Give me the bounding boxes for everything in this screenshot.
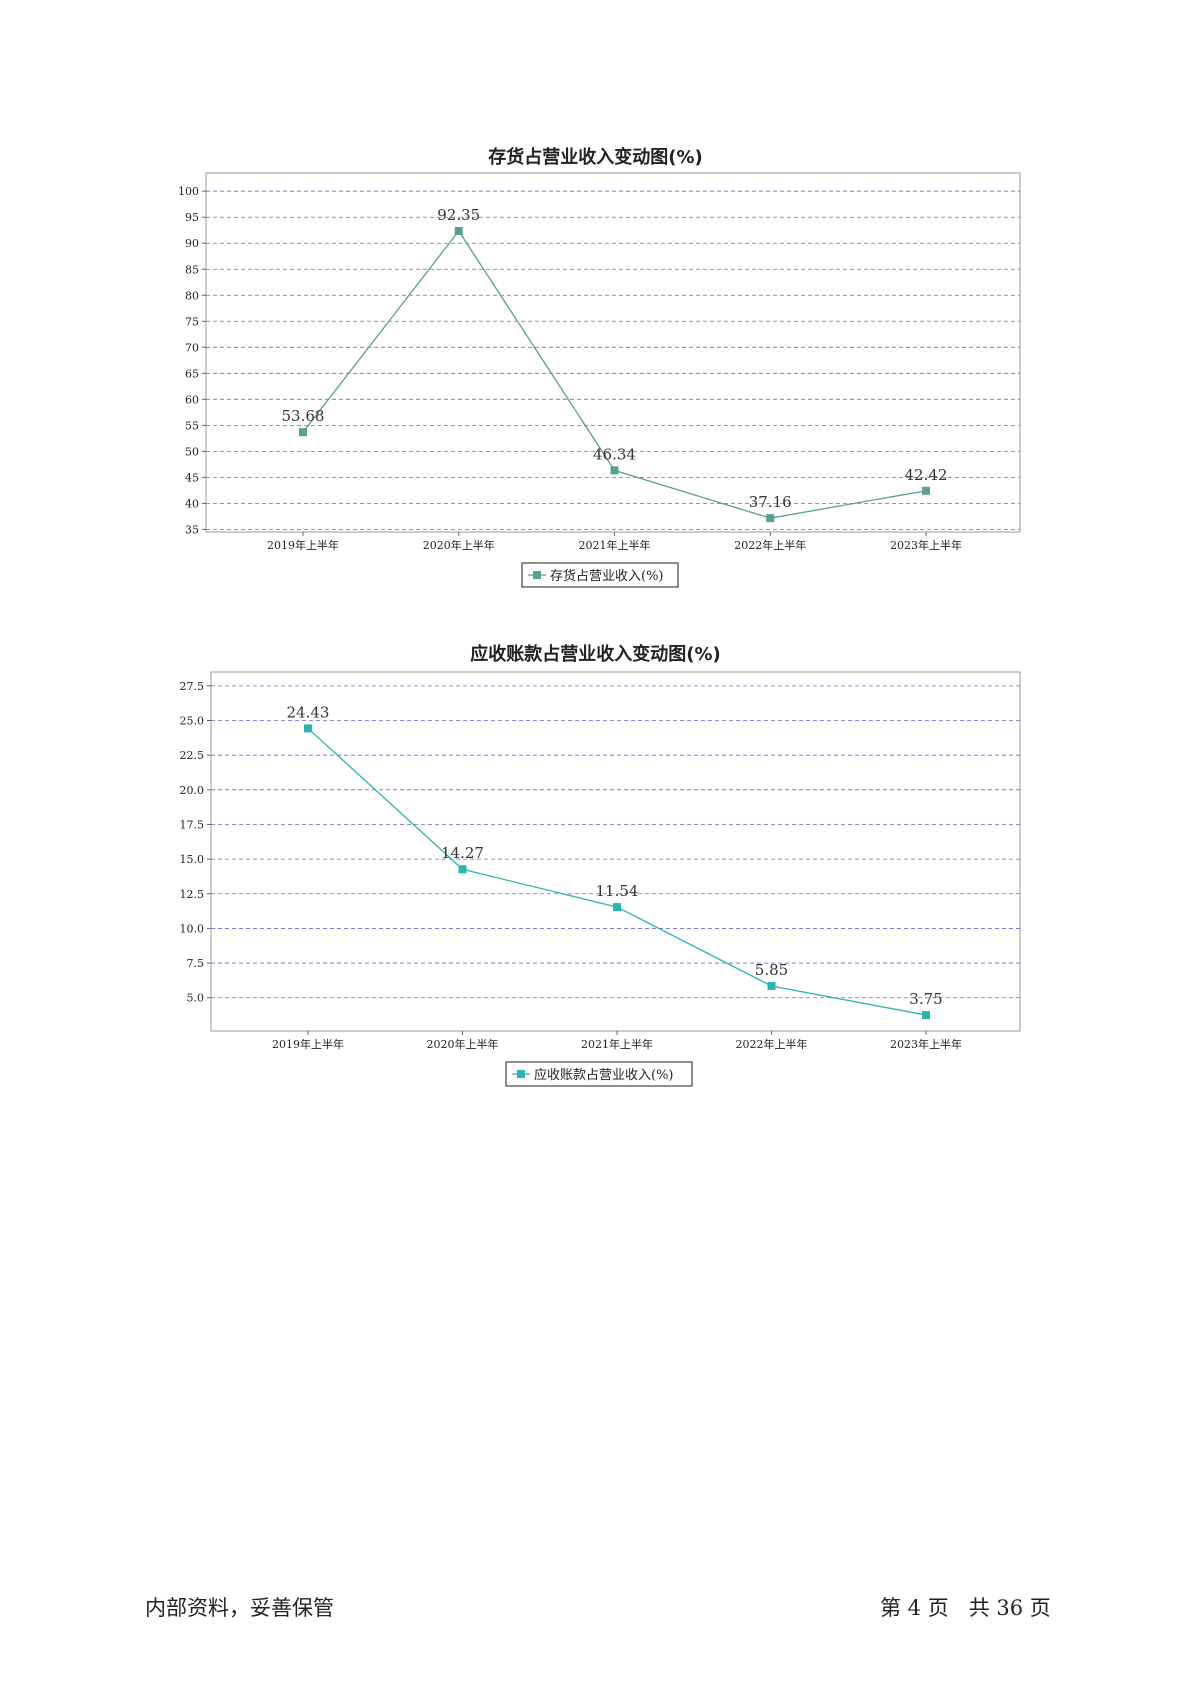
y-tick-label: 25.0 [180, 715, 205, 728]
x-tick-label: 2021年上半年 [579, 538, 651, 552]
data-point [767, 981, 776, 990]
data-label: 53.68 [282, 407, 325, 425]
x-tick-label: 2019年上半年 [272, 1037, 344, 1051]
data-label: 24.43 [287, 703, 330, 721]
y-tick-label: 65 [185, 367, 199, 380]
legend-box [505, 1061, 693, 1087]
data-label: 92.35 [437, 206, 480, 224]
data-point [458, 865, 467, 874]
plot-area [205, 172, 1021, 533]
data-label: 5.85 [755, 961, 788, 979]
legend-box [521, 562, 679, 588]
y-tick-label: 12.5 [180, 888, 205, 901]
y-tick-label: 80 [185, 289, 199, 302]
y-tick-label: 90 [185, 237, 199, 250]
x-tick-label: 2023年上半年 [890, 538, 962, 552]
y-tick-label: 35 [185, 523, 199, 536]
data-point [610, 466, 619, 475]
x-tick-label: 2022年上半年 [734, 538, 806, 552]
y-tick-label: 22.5 [180, 749, 205, 762]
chart-receivable: 5.0 7.5 10.0 12.5 15.0 17.5 20.0 22.5 25.0 27.5 20… [180, 671, 1021, 1087]
y-tick-label: 5.0 [187, 992, 205, 1005]
chart-title-receivable: 应收账款占营业收入变动图(%) [470, 644, 721, 665]
data-label: 14.27 [441, 844, 484, 862]
y-tick-label: 55 [185, 419, 199, 432]
y-tick-label: 40 [185, 497, 199, 510]
y-tick-label: 10.0 [180, 922, 205, 935]
data-point [304, 724, 312, 733]
footer-confidential-note: 内部资料，妥善保管 [145, 1596, 334, 1620]
chart-title-inventory: 存货占营业收入变动图(%) [488, 147, 703, 168]
legend-label: 存货占营业收入(%) [550, 568, 664, 584]
x-tick-label: 2023年上半年 [890, 1037, 962, 1051]
data-label: 3.75 [909, 990, 942, 1008]
footer-page-number: 第 4 页 共 36 页 [880, 1596, 1051, 1620]
y-tick-label: 75 [185, 315, 199, 328]
x-tick-label: 2021年上半年 [581, 1037, 653, 1051]
data-point [922, 486, 930, 495]
y-tick-label: 15.0 [180, 853, 205, 866]
data-label: 42.42 [905, 466, 948, 484]
data-label: 37.16 [749, 493, 792, 511]
x-tick-label: 2020年上半年 [427, 1037, 499, 1051]
data-point [922, 1011, 930, 1020]
data-point [613, 903, 621, 912]
y-tick-label: 27.5 [180, 680, 205, 693]
y-tick-label: 50 [185, 445, 199, 458]
y-tick-label: 60 [185, 393, 199, 406]
data-label: 11.54 [596, 882, 639, 900]
x-tick-label: 2019年上半年 [267, 538, 339, 552]
legend-marker [533, 571, 541, 579]
y-tick-label: 20.0 [180, 784, 205, 797]
data-label: 46.34 [593, 445, 636, 463]
data-point [766, 514, 775, 523]
y-tick-label: 45 [185, 471, 199, 484]
plot-area [210, 671, 1021, 1032]
y-tick-label: 95 [185, 211, 199, 224]
legend-marker [517, 1070, 525, 1078]
x-tick-label: 2020年上半年 [423, 538, 495, 552]
y-tick-label: 100 [178, 185, 199, 198]
data-point [454, 227, 463, 236]
x-tick-label: 2022年上半年 [736, 1037, 808, 1051]
chart-inventory: 35 40 45 50 55 60 65 70 75 80 85 90 95 100 2019年上半年 202… [178, 172, 1021, 588]
y-tick-label: 70 [185, 341, 199, 354]
y-tick-label: 17.5 [180, 818, 205, 831]
y-tick-label: 7.5 [187, 957, 205, 970]
data-point [299, 428, 307, 437]
y-tick-label: 85 [185, 263, 199, 276]
legend-label: 应收账款占营业收入(%) [534, 1067, 674, 1083]
